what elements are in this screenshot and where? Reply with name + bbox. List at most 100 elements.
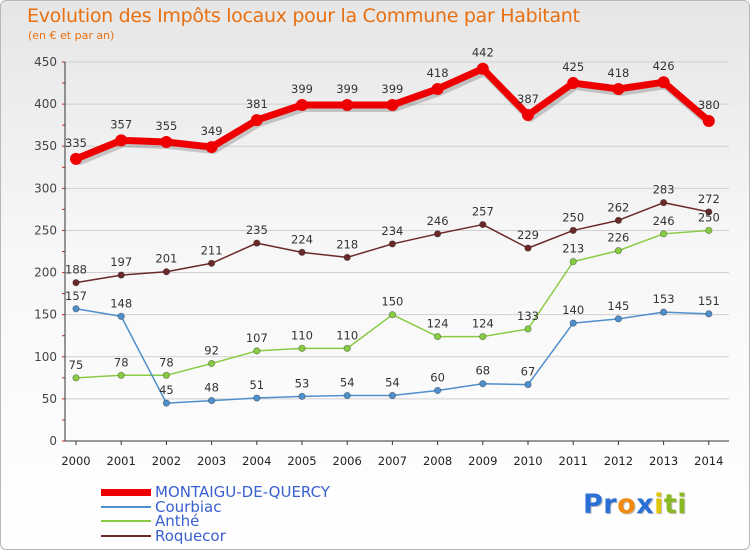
data-point-montaigu-de-quercy bbox=[205, 141, 218, 154]
data-label-anthe: 150 bbox=[381, 295, 403, 309]
data-label-roquecor: 201 bbox=[155, 252, 177, 266]
data-point-montaigu-de-quercy bbox=[431, 82, 444, 95]
legend-item: Anthé bbox=[101, 514, 330, 529]
logo-letter: r bbox=[603, 489, 618, 520]
data-label-montaigu-de-quercy: 418 bbox=[427, 66, 449, 80]
data-point-courbiac bbox=[705, 310, 713, 318]
data-point-montaigu-de-quercy bbox=[476, 62, 489, 75]
data-label-montaigu-de-quercy: 418 bbox=[607, 66, 629, 80]
data-label-montaigu-de-quercy: 355 bbox=[155, 119, 177, 133]
data-label-montaigu-de-quercy: 442 bbox=[472, 46, 494, 60]
data-point-montaigu-de-quercy bbox=[250, 114, 263, 127]
data-point-roquecor bbox=[433, 230, 442, 238]
data-point-anthe bbox=[117, 371, 125, 379]
data-point-courbiac bbox=[162, 399, 170, 407]
data-label-courbiac: 145 bbox=[607, 299, 629, 313]
data-point-anthe bbox=[659, 230, 668, 238]
data-point-montaigu-de-quercy bbox=[115, 134, 128, 147]
data-point-courbiac bbox=[569, 319, 577, 327]
x-tick-label: 2002 bbox=[152, 454, 181, 468]
data-label-anthe: 110 bbox=[336, 328, 358, 342]
logo-letter: i bbox=[654, 489, 664, 520]
data-label-roquecor: 257 bbox=[472, 205, 494, 219]
data-label-courbiac: 157 bbox=[65, 289, 87, 303]
data-label-courbiac: 151 bbox=[698, 294, 720, 308]
data-point-anthe bbox=[433, 332, 442, 341]
data-label-courbiac: 51 bbox=[249, 378, 264, 392]
data-label-montaigu-de-quercy: 335 bbox=[65, 136, 87, 150]
data-label-courbiac: 54 bbox=[385, 376, 400, 390]
data-label-montaigu-de-quercy: 357 bbox=[110, 117, 132, 131]
x-tick-label: 2005 bbox=[287, 454, 316, 468]
legend-swatch bbox=[101, 520, 151, 523]
data-label-anthe: 124 bbox=[472, 317, 494, 331]
data-label-montaigu-de-quercy: 380 bbox=[698, 98, 720, 112]
data-label-montaigu-de-quercy: 399 bbox=[291, 82, 313, 96]
data-label-courbiac: 140 bbox=[562, 303, 584, 317]
data-label-courbiac: 53 bbox=[295, 376, 310, 390]
data-label-roquecor: 188 bbox=[65, 263, 87, 277]
chart-subtitle: (en € et par an) bbox=[28, 29, 115, 42]
data-label-courbiac: 67 bbox=[521, 365, 536, 379]
data-point-courbiac bbox=[117, 312, 125, 320]
data-label-roquecor: 234 bbox=[381, 224, 403, 238]
data-label-anthe: 78 bbox=[114, 355, 129, 369]
data-label-roquecor: 224 bbox=[291, 232, 313, 246]
data-label-roquecor: 218 bbox=[336, 237, 358, 251]
legend-label: MONTAIGU-DE-QUERCY bbox=[155, 483, 330, 501]
data-label-anthe: 107 bbox=[246, 331, 268, 345]
y-tick-label: 50 bbox=[42, 392, 57, 406]
data-point-roquecor bbox=[659, 199, 668, 207]
y-tick-label: 150 bbox=[34, 308, 57, 322]
x-tick-label: 2009 bbox=[468, 454, 497, 468]
data-point-anthe bbox=[524, 325, 532, 333]
x-tick-label: 2014 bbox=[694, 454, 723, 468]
data-label-anthe: 110 bbox=[291, 328, 313, 342]
data-point-courbiac bbox=[614, 315, 623, 323]
data-point-anthe bbox=[162, 371, 170, 379]
data-label-roquecor: 197 bbox=[110, 255, 132, 269]
x-tick-label: 2008 bbox=[423, 454, 452, 468]
data-point-courbiac bbox=[208, 396, 216, 405]
data-label-anthe: 226 bbox=[607, 231, 629, 245]
data-point-courbiac bbox=[433, 386, 442, 395]
x-tick-label: 2011 bbox=[559, 454, 588, 468]
data-point-roquecor bbox=[614, 216, 623, 224]
data-point-anthe bbox=[479, 332, 487, 341]
data-label-courbiac: 153 bbox=[653, 292, 675, 306]
data-point-montaigu-de-quercy bbox=[612, 82, 625, 95]
data-label-roquecor: 262 bbox=[607, 200, 629, 214]
data-label-anthe: 250 bbox=[698, 210, 720, 224]
data-point-roquecor bbox=[298, 248, 306, 256]
data-point-roquecor bbox=[208, 259, 216, 267]
data-point-roquecor bbox=[524, 244, 532, 252]
data-point-montaigu-de-quercy bbox=[702, 114, 715, 127]
data-point-montaigu-de-quercy bbox=[657, 76, 670, 89]
data-label-roquecor: 229 bbox=[517, 228, 539, 242]
data-label-anthe: 78 bbox=[159, 355, 174, 369]
data-point-roquecor bbox=[705, 208, 713, 216]
data-point-roquecor bbox=[569, 226, 577, 235]
chart-title: Evolution des Impôts locaux pour la Comm… bbox=[27, 5, 580, 27]
chart-legend: MONTAIGU-DE-QUERCY Courbiac Anthé Roquecor bbox=[101, 485, 330, 543]
data-label-anthe: 75 bbox=[69, 358, 84, 372]
y-tick-label: 0 bbox=[49, 434, 57, 448]
data-point-montaigu-de-quercy bbox=[70, 152, 82, 165]
legend-label: Roquecor bbox=[155, 526, 226, 545]
data-point-courbiac bbox=[343, 391, 351, 400]
data-label-anthe: 246 bbox=[653, 214, 675, 228]
data-point-roquecor bbox=[72, 279, 80, 287]
data-point-anthe bbox=[343, 344, 351, 352]
data-point-courbiac bbox=[388, 391, 396, 400]
data-label-montaigu-de-quercy: 349 bbox=[201, 124, 223, 138]
legend-label: Courbiac bbox=[155, 497, 222, 516]
legend-item: Courbiac bbox=[101, 497, 330, 516]
data-label-anthe: 124 bbox=[427, 317, 449, 331]
data-label-courbiac: 68 bbox=[475, 364, 490, 378]
data-point-roquecor bbox=[388, 240, 396, 248]
data-point-courbiac bbox=[659, 308, 668, 316]
data-point-roquecor bbox=[343, 253, 351, 261]
x-tick-label: 2006 bbox=[333, 454, 362, 468]
data-label-courbiac: 48 bbox=[204, 381, 219, 395]
